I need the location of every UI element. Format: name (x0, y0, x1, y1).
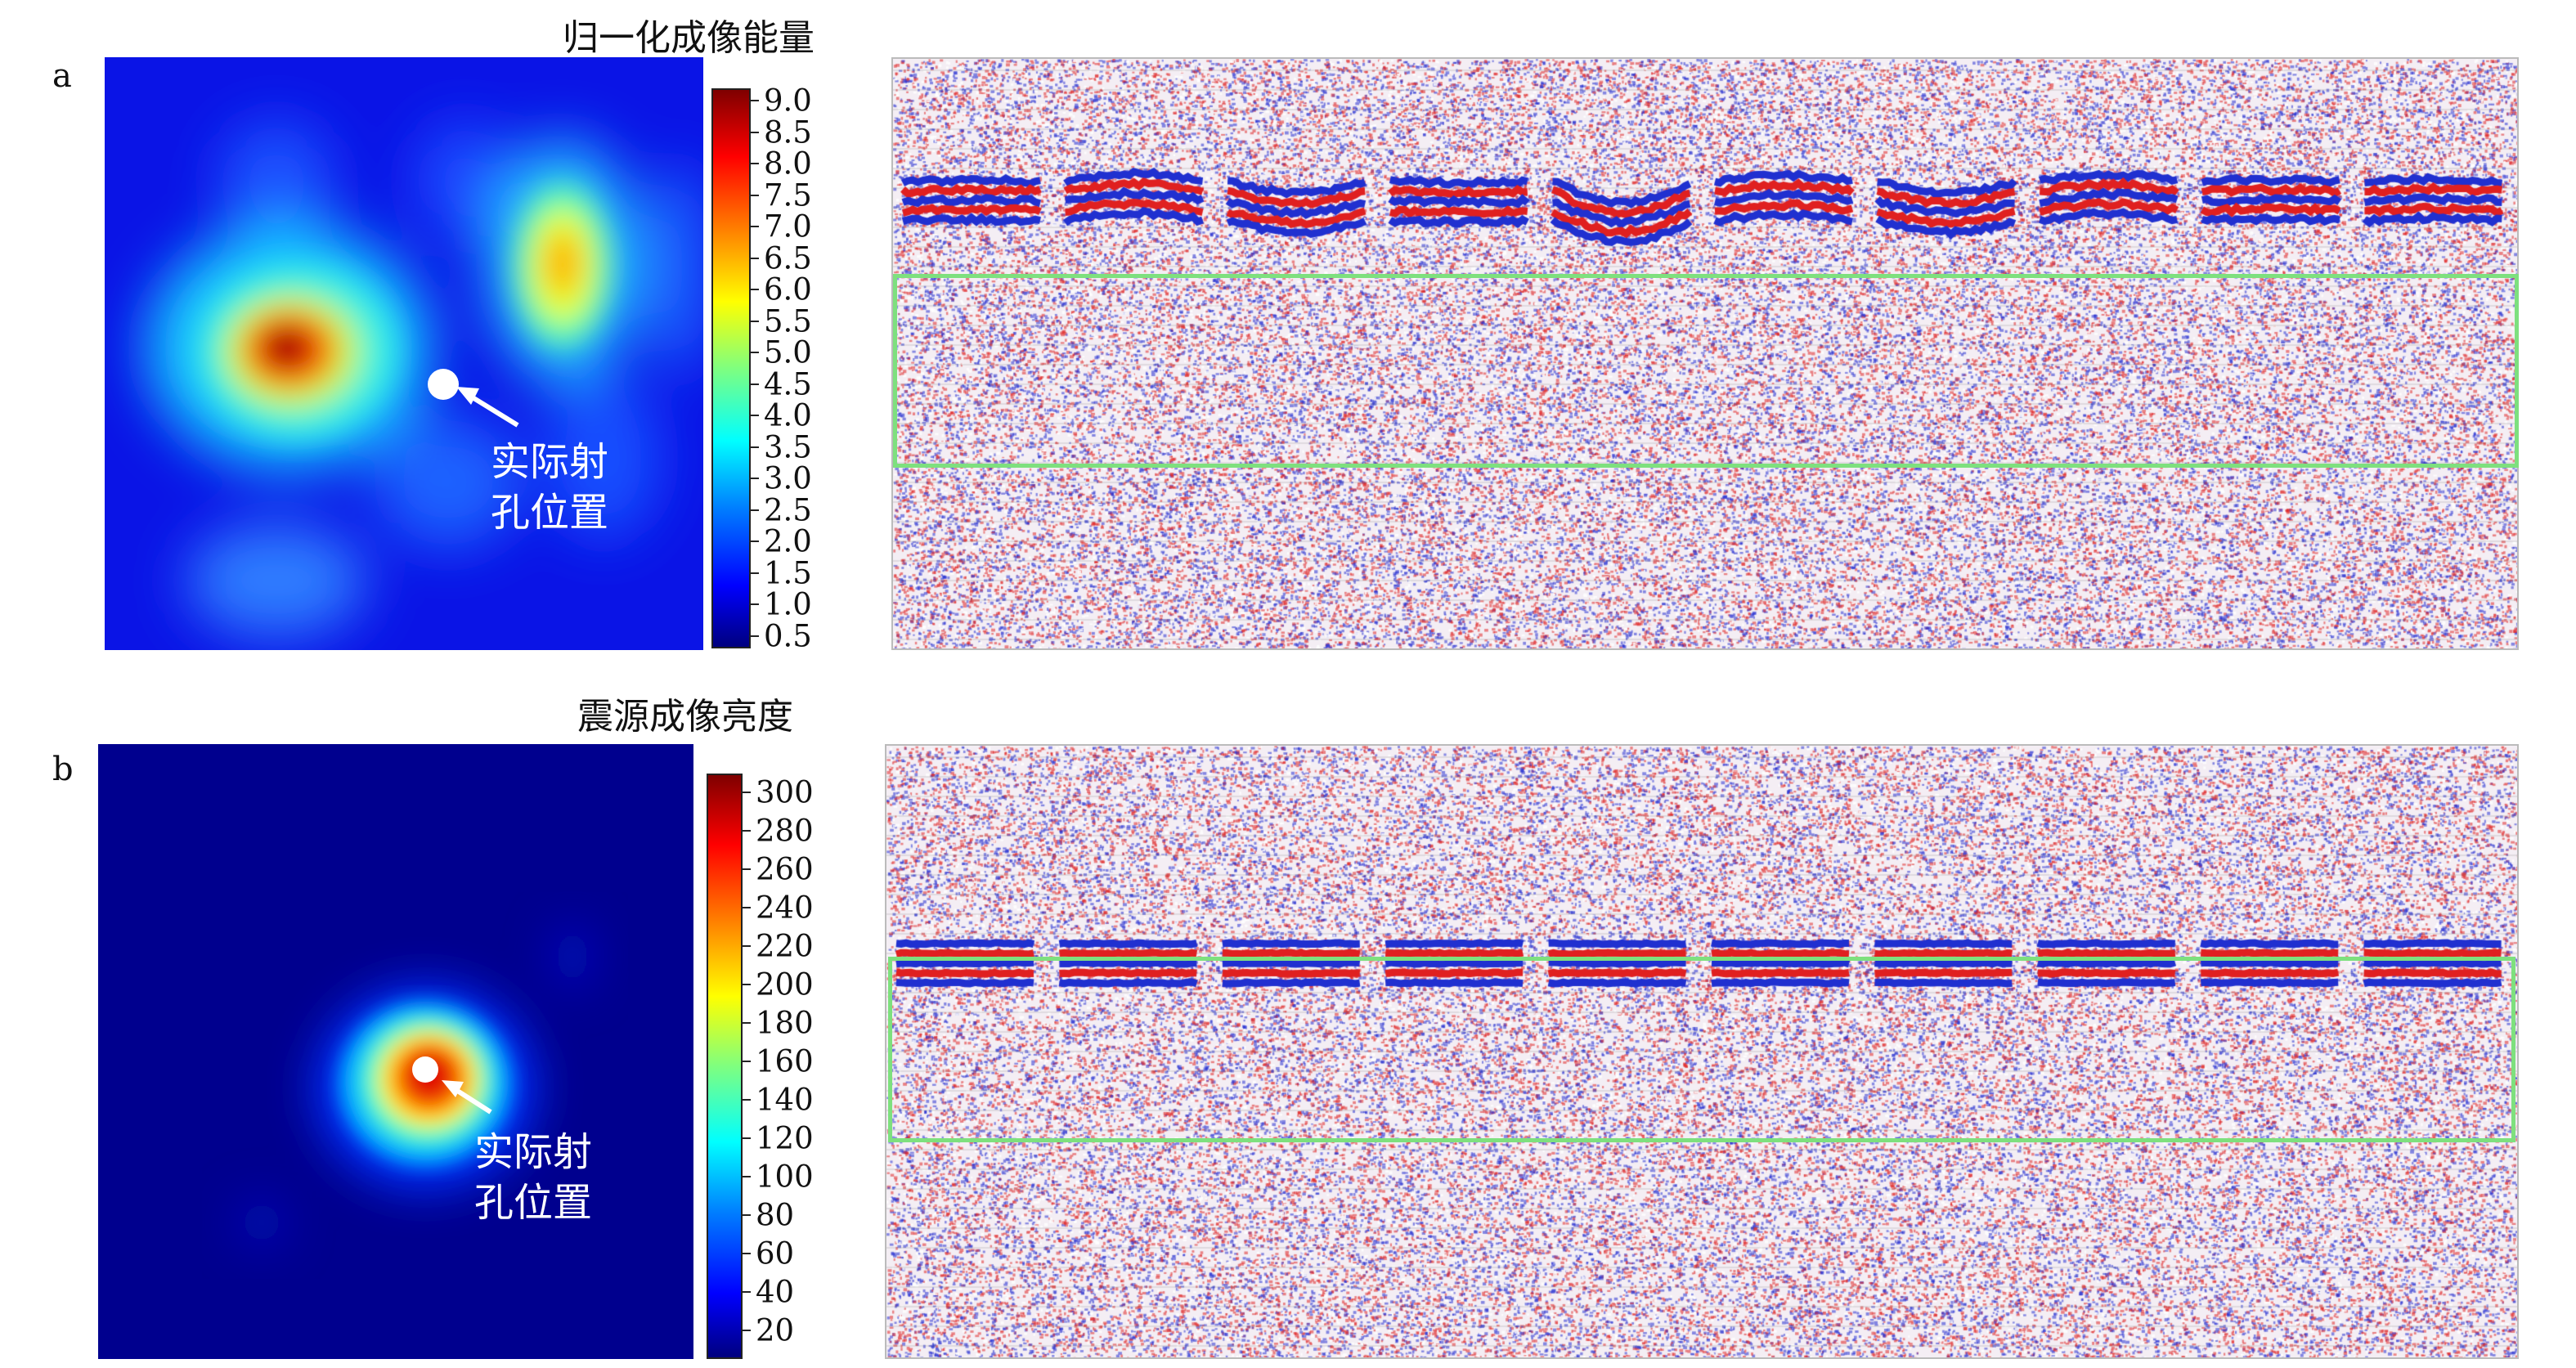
colorbar-tick-label: 8.5 (764, 114, 812, 150)
panel-b-marker-dot (412, 1056, 438, 1083)
colorbar-tick-mark (751, 446, 759, 448)
colorbar-tick-mark (751, 478, 759, 480)
panel-a-colorbar-title: 归一化成像能量 (563, 17, 815, 59)
colorbar-tick-mark (751, 509, 759, 511)
panel-b-annotation: 实际射 孔位置 (474, 1127, 592, 1228)
panel-a-marker-dot (428, 369, 459, 400)
colorbar-tick-mark (743, 1175, 751, 1177)
panel-b-brightness-map (98, 744, 693, 1359)
panel-a-colorbar (711, 88, 751, 648)
colorbar-tick-mark (743, 907, 751, 909)
colorbar-tick-label: 1.5 (764, 555, 812, 591)
colorbar-tick-mark (751, 289, 759, 291)
colorbar-tick-label: 5.5 (764, 303, 812, 339)
colorbar-tick-mark (743, 984, 751, 986)
colorbar-tick-mark (743, 1290, 751, 1293)
colorbar-tick-label: 2.0 (764, 523, 812, 559)
colorbar-tick-mark (751, 603, 759, 606)
colorbar-tick-label: 260 (756, 851, 814, 887)
panel-a-annotation-line2: 孔位置 (491, 490, 609, 536)
colorbar-tick-mark (743, 1061, 751, 1063)
colorbar-tick-label: 140 (756, 1082, 814, 1118)
panel-a-seismic-section (891, 57, 2519, 650)
colorbar-tick-mark (743, 1099, 751, 1101)
colorbar-tick-label: 3.0 (764, 460, 812, 496)
colorbar-tick-label: 7.5 (764, 177, 812, 213)
colorbar-tick-mark (751, 100, 759, 102)
colorbar-tick-mark (743, 868, 751, 871)
colorbar-tick-mark (743, 1252, 751, 1254)
panel-a-energy-map (105, 57, 703, 650)
colorbar-tick-mark (751, 383, 759, 385)
colorbar-tick-mark (743, 1213, 751, 1216)
colorbar-tick-label: 9.0 (764, 83, 812, 119)
panel-b-colorbar-labels: 20 40 60 80 100 120 140 160 180 200 220 240 260 280 30… (743, 774, 864, 1359)
colorbar-tick-mark (751, 540, 759, 543)
panel-a-highlight-box (893, 274, 2519, 468)
colorbar-tick-mark (751, 572, 759, 574)
panel-b-label: b (52, 751, 74, 788)
colorbar-tick-mark (743, 1022, 751, 1025)
colorbar-tick-label: 80 (756, 1197, 795, 1233)
colorbar-tick-label: 4.5 (764, 366, 812, 402)
panel-a-label: a (52, 57, 72, 95)
colorbar-tick-label: 100 (756, 1159, 814, 1195)
colorbar-tick-label: 280 (756, 813, 814, 849)
colorbar-tick-label: 6.5 (764, 240, 812, 276)
colorbar-tick-label: 0.5 (764, 618, 812, 654)
colorbar-tick-label: 5.0 (764, 334, 812, 370)
colorbar-tick-label: 2.5 (764, 492, 812, 528)
colorbar-tick-label: 3.5 (764, 429, 812, 465)
panel-a-annotation-line1: 实际射 (491, 439, 609, 485)
panel-a-annotation: 实际射 孔位置 (491, 437, 608, 538)
colorbar-tick-mark (751, 163, 759, 165)
colorbar-tick-label: 1.0 (764, 586, 812, 622)
colorbar-tick-mark (751, 194, 759, 196)
colorbar-tick-mark (751, 352, 759, 354)
colorbar-tick-mark (751, 320, 759, 322)
panel-b-colorbar (707, 774, 743, 1359)
colorbar-tick-label: 180 (756, 1005, 814, 1041)
colorbar-tick-mark (743, 1137, 751, 1140)
colorbar-tick-label: 20 (756, 1312, 795, 1348)
colorbar-tick-label: 60 (756, 1236, 795, 1272)
colorbar-tick-mark (751, 131, 759, 133)
colorbar-tick-mark (751, 257, 759, 259)
colorbar-tick-mark (751, 635, 759, 637)
panel-a-colorbar-labels: 0.5 1.0 1.5 2.0 2.5 3.0 3.5 4.0 4.5 5.0 5.5 6.0 6.5 7… (751, 83, 872, 654)
colorbar-tick-label: 8.0 (764, 146, 812, 182)
panel-b-annotation-line2: 孔位置 (474, 1180, 593, 1226)
colorbar-tick-label: 200 (756, 967, 814, 1002)
panel-b-seismic-section (885, 744, 2519, 1359)
colorbar-tick-label: 240 (756, 890, 814, 926)
colorbar-tick-mark (743, 945, 751, 948)
colorbar-tick-mark (743, 830, 751, 832)
colorbar-tick-mark (743, 1329, 751, 1331)
colorbar-tick-label: 220 (756, 928, 814, 964)
colorbar-tick-label: 4.0 (764, 397, 812, 433)
colorbar-tick-label: 120 (756, 1120, 814, 1156)
colorbar-tick-label: 300 (756, 774, 814, 810)
panel-b-colorbar-title: 震源成像亮度 (577, 696, 793, 738)
colorbar-tick-mark (751, 226, 759, 228)
colorbar-tick-label: 160 (756, 1043, 814, 1079)
colorbar-tick-label: 40 (756, 1274, 795, 1310)
colorbar-tick-label: 7.0 (764, 209, 812, 244)
panel-b-highlight-box (888, 957, 2515, 1142)
colorbar-tick-mark (751, 415, 759, 417)
panel-b-annotation-line1: 实际射 (474, 1129, 593, 1175)
colorbar-tick-mark (743, 792, 751, 794)
colorbar-tick-label: 6.0 (764, 271, 812, 307)
